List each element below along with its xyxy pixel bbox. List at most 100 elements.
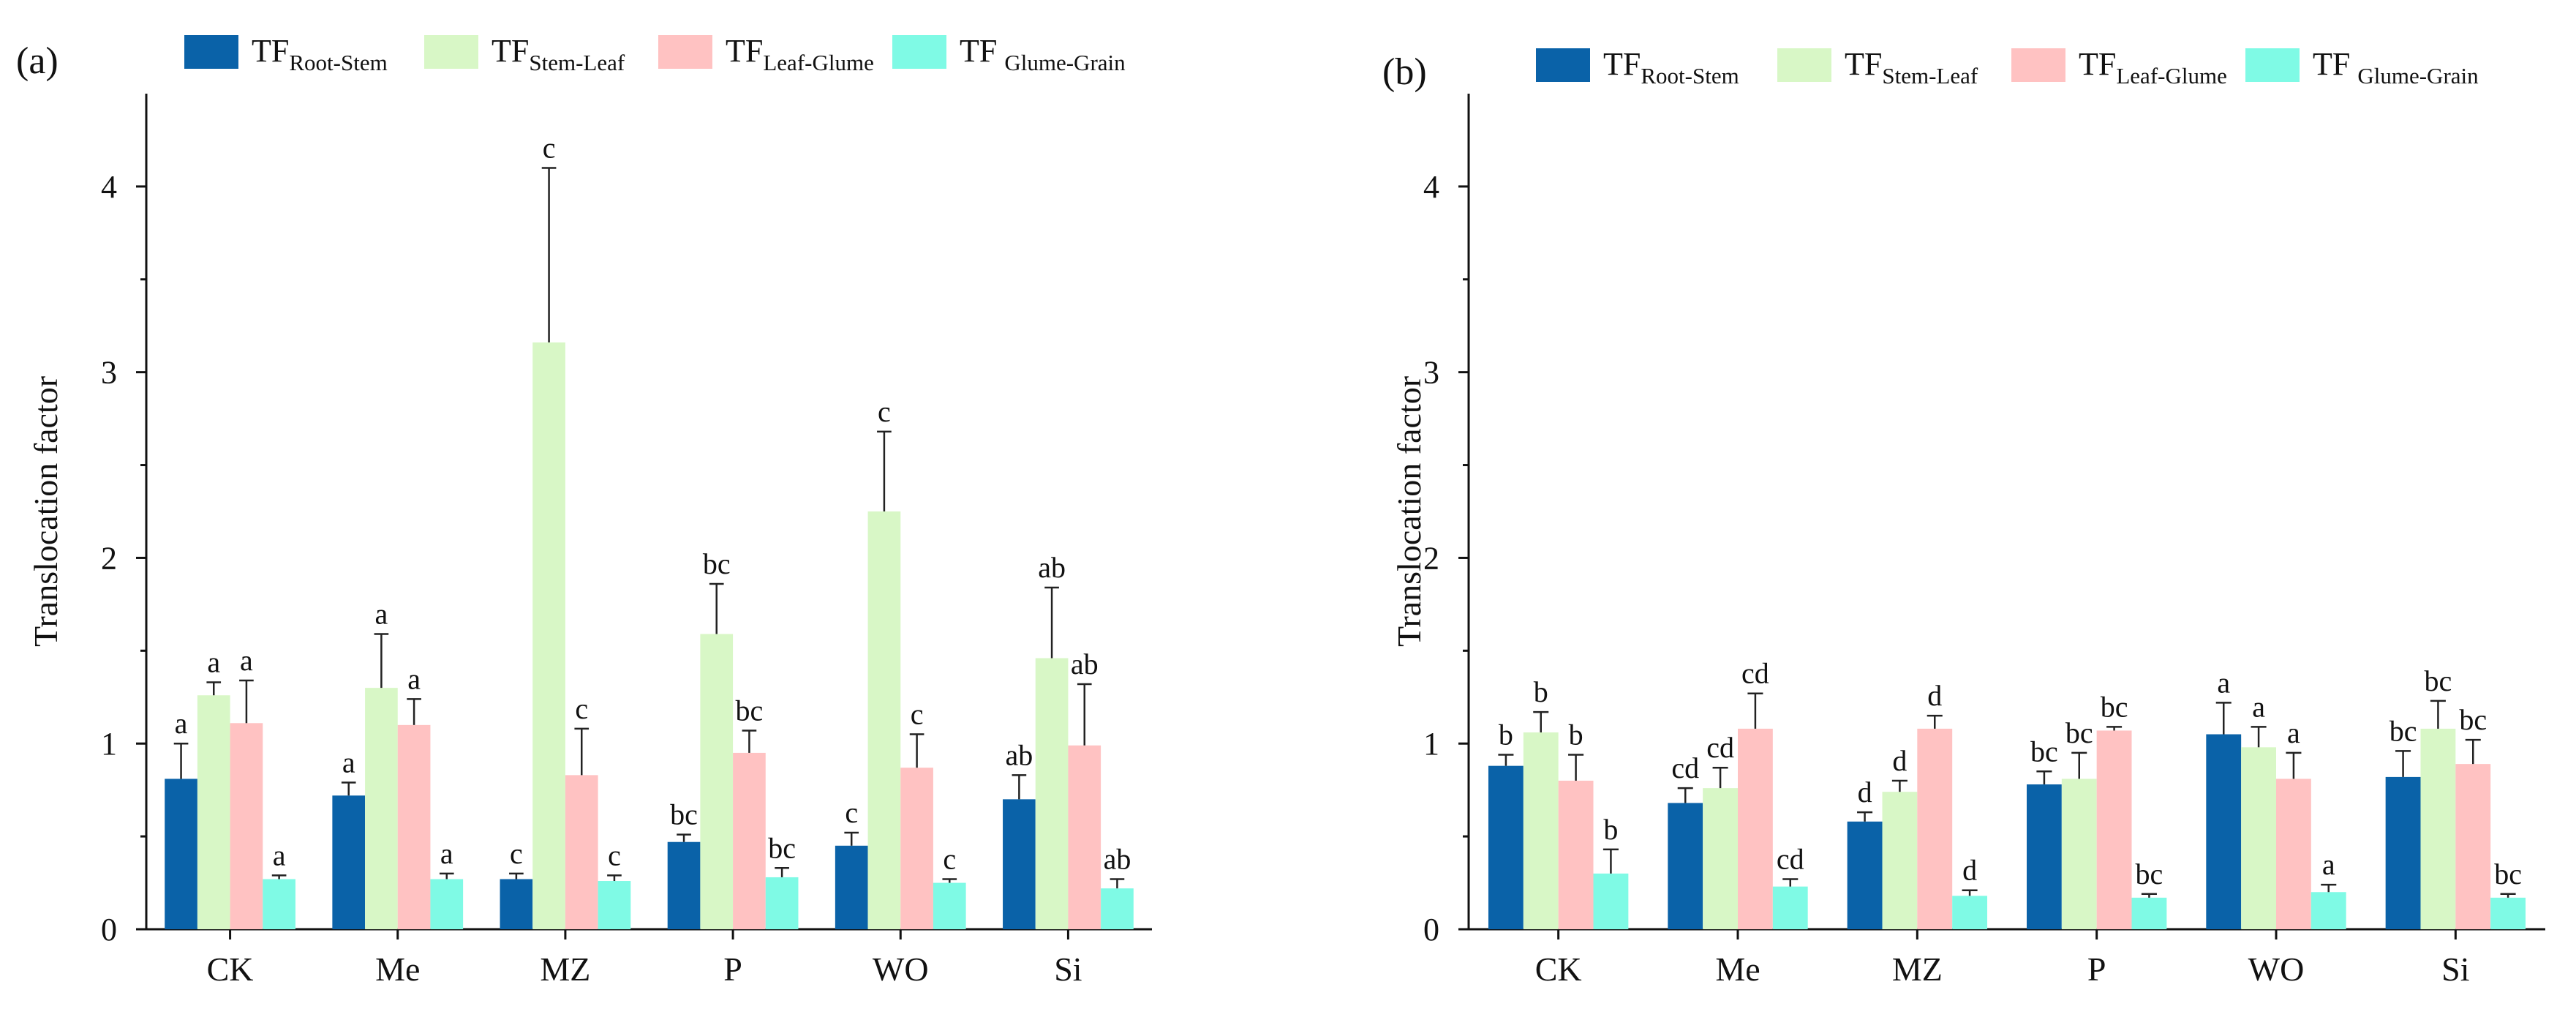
x-tick-label: CK bbox=[1535, 950, 1582, 988]
bar bbox=[1488, 765, 1524, 929]
significance-label: b bbox=[1569, 718, 1583, 751]
bar bbox=[2061, 779, 2097, 929]
significance-label: c bbox=[911, 698, 924, 731]
bar bbox=[2096, 730, 2132, 929]
x-tick-label: Si bbox=[1054, 950, 1082, 988]
significance-label: bc bbox=[703, 547, 731, 580]
bar bbox=[430, 879, 464, 929]
significance-label: c bbox=[608, 839, 621, 871]
bar bbox=[765, 877, 799, 929]
bar bbox=[263, 879, 295, 929]
significance-label: c bbox=[878, 395, 891, 428]
x-tick-label: WO bbox=[873, 950, 929, 988]
legend-label-stem-leaf: TFStem-Leaf bbox=[492, 33, 625, 75]
bar bbox=[565, 775, 598, 929]
significance-label: bc bbox=[2065, 716, 2093, 749]
legend-label-glume-grain: TF Glume-Grain bbox=[2313, 46, 2479, 89]
bar bbox=[1703, 788, 1738, 929]
x-tick-label: Me bbox=[375, 950, 420, 988]
significance-label: c bbox=[543, 132, 556, 165]
panel-a: (a) TFRoot-Stem TFStem-Leaf TFLeaf-Glume TF G… bbox=[16, 33, 1152, 988]
bar bbox=[2276, 779, 2311, 929]
significance-label: a bbox=[207, 645, 220, 678]
bar bbox=[197, 695, 230, 929]
significance-label: a bbox=[2217, 666, 2230, 699]
x-tick-label: Si bbox=[2441, 950, 2469, 988]
legend-swatch-leaf-glume bbox=[2011, 48, 2065, 82]
significance-label: c bbox=[575, 692, 588, 725]
significance-label: d bbox=[1858, 776, 1872, 809]
significance-label: a bbox=[375, 597, 388, 630]
bar bbox=[2026, 784, 2062, 929]
significance-label: d bbox=[1892, 744, 1907, 777]
significance-label: cd bbox=[1706, 731, 1734, 764]
bar bbox=[1917, 728, 1953, 929]
bar bbox=[700, 634, 734, 929]
x-tick-label: CK bbox=[207, 950, 254, 988]
x-tick-label: P bbox=[723, 950, 742, 988]
significance-label: b bbox=[1534, 675, 1548, 708]
x-tick-label: MZ bbox=[1892, 950, 1943, 988]
significance-label: bc bbox=[2136, 858, 2163, 890]
bar bbox=[900, 768, 933, 929]
significance-label: c bbox=[845, 796, 858, 829]
bar bbox=[1952, 896, 1988, 929]
legend-swatch-glume-grain bbox=[2245, 48, 2300, 82]
significance-label: a bbox=[342, 746, 355, 779]
bar bbox=[1593, 873, 1629, 929]
x-tick-label: Me bbox=[1715, 950, 1760, 988]
bar bbox=[835, 845, 868, 929]
bar bbox=[1523, 732, 1559, 929]
legend-swatch-glume-grain bbox=[892, 35, 946, 69]
legend-label-leaf-glume: TFLeaf-Glume bbox=[2079, 46, 2227, 89]
bar bbox=[1558, 780, 1594, 929]
significance-label: b bbox=[1499, 718, 1513, 751]
significance-label: bc bbox=[2459, 703, 2487, 736]
significance-label: b bbox=[1603, 813, 1618, 846]
significance-label: a bbox=[2252, 690, 2265, 723]
significance-label: bc bbox=[670, 798, 698, 831]
bar bbox=[1101, 888, 1134, 929]
legend-swatch-root-stem bbox=[184, 35, 238, 69]
bar bbox=[500, 879, 533, 929]
y-tick-label: 2 bbox=[1423, 540, 1439, 576]
y-tick-label: 3 bbox=[101, 355, 117, 391]
y-axis-title: Translocation factor bbox=[27, 376, 64, 647]
bar bbox=[1068, 745, 1101, 929]
bar bbox=[1847, 821, 1883, 929]
y-tick-label: 3 bbox=[1423, 355, 1439, 391]
significance-label: a bbox=[2322, 848, 2335, 881]
significance-label: d bbox=[1927, 679, 1942, 712]
x-tick-label: MZ bbox=[540, 950, 590, 988]
y-tick-label: 4 bbox=[1423, 169, 1439, 205]
significance-label: a bbox=[407, 662, 421, 695]
bar bbox=[1035, 658, 1069, 929]
legend-label-glume-grain: TF Glume-Grain bbox=[960, 33, 1126, 75]
y-tick-label: 2 bbox=[101, 540, 117, 576]
legend-swatch-leaf-glume bbox=[658, 35, 712, 69]
legend-swatch-root-stem bbox=[1536, 48, 1590, 82]
bar bbox=[532, 342, 565, 929]
panel-b: (b) TFRoot-Stem TFStem-Leaf TFLeaf-Glume TF G… bbox=[1382, 46, 2545, 988]
significance-label: bc bbox=[2030, 735, 2058, 768]
y-tick-label: 4 bbox=[101, 169, 117, 205]
significance-label: ab bbox=[1071, 648, 1099, 680]
significance-label: a bbox=[273, 839, 286, 871]
legend-swatch-stem-leaf bbox=[424, 35, 478, 69]
significance-label: bc bbox=[2425, 664, 2452, 697]
bar bbox=[733, 752, 766, 929]
significance-label: ab bbox=[1038, 551, 1066, 584]
bar bbox=[933, 882, 966, 929]
bar bbox=[667, 841, 701, 929]
significance-label: d bbox=[1962, 854, 1977, 887]
y-tick-label: 1 bbox=[101, 726, 117, 762]
bar bbox=[2385, 776, 2421, 929]
bar bbox=[2206, 734, 2242, 929]
bar bbox=[867, 511, 901, 929]
bar bbox=[365, 688, 398, 929]
bar bbox=[332, 795, 366, 929]
x-tick-label: P bbox=[2087, 950, 2106, 988]
significance-label: c bbox=[943, 842, 956, 875]
significance-label: cd bbox=[1741, 657, 1769, 690]
